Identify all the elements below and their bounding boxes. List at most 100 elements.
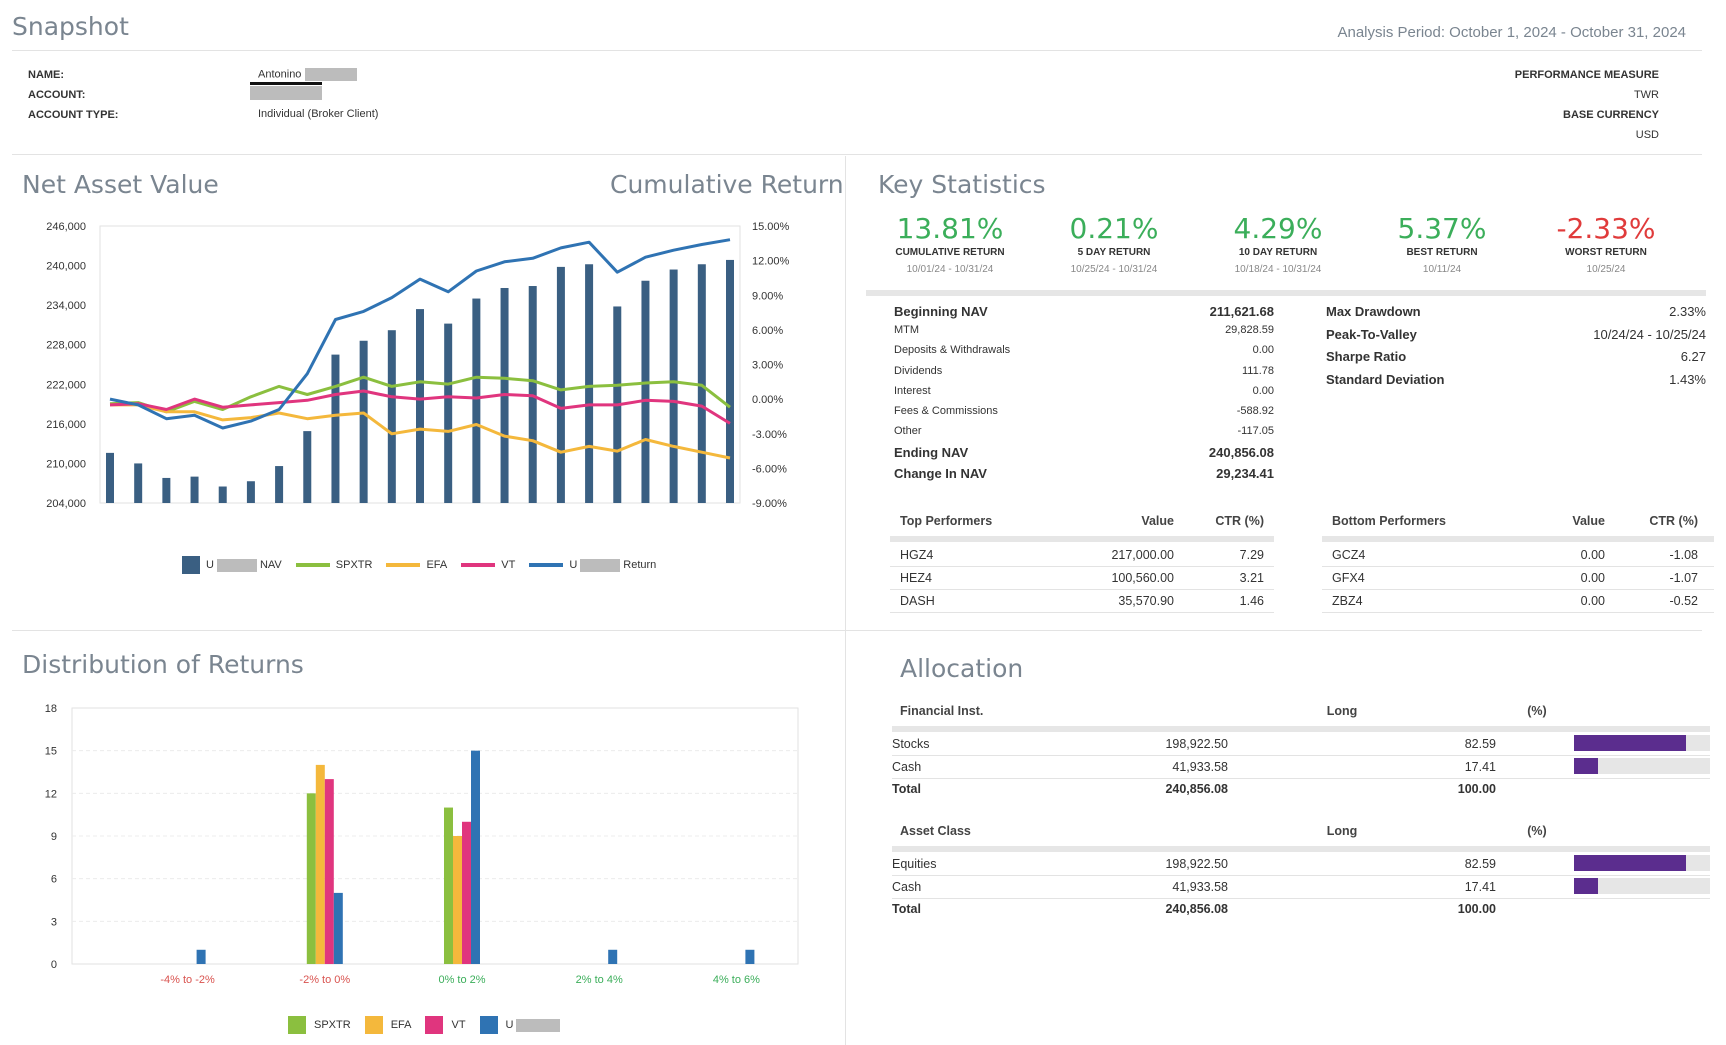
performers-cell: 0.00 xyxy=(1580,548,1605,562)
table-header-rule xyxy=(892,846,1710,852)
allocation-row-long: 198,922.50 xyxy=(1165,857,1228,871)
legend-label-suffix: Return xyxy=(623,559,657,571)
account-type-label: ACCOUNT TYPE: xyxy=(28,109,119,121)
dist-bar xyxy=(608,949,618,964)
nav-bar xyxy=(472,298,481,503)
nav-legend-item: U NAV xyxy=(182,556,282,574)
nav-bar xyxy=(134,463,143,503)
nav-row-value: -117.05 xyxy=(1237,425,1275,438)
redacted-block xyxy=(216,558,257,572)
legend-swatch xyxy=(364,1016,383,1034)
allocation-bar-track xyxy=(1574,878,1710,894)
nav-y-left-tick: 204,000 xyxy=(46,498,86,510)
stat-tile: 5.37% BEST RETURN 10/11/24 xyxy=(1360,212,1524,275)
stat-tile: -2.33% WORST RETURN 10/25/24 xyxy=(1524,212,1688,275)
legend-swatch xyxy=(288,1016,306,1034)
allocation-asset-class-table: Asset Class Long (%) Equities 198,922.50 82.5… xyxy=(892,824,1712,924)
row-divider xyxy=(892,875,1710,876)
allocation-bar-fill xyxy=(1574,855,1687,871)
legend-label: SPXTR xyxy=(335,559,373,571)
performers-cell: 217,000.00 xyxy=(1111,548,1174,562)
performers-header: Bottom Performers xyxy=(1332,514,1446,528)
nav-bar xyxy=(162,477,171,503)
performers-header: Value xyxy=(1141,514,1174,528)
nav-row-value: 240,856.08 xyxy=(1208,445,1274,461)
nav-bar xyxy=(387,330,396,503)
nav-row-value: 0.00 xyxy=(1252,344,1274,357)
nav-y-right-tick: 15.00% xyxy=(752,221,790,233)
stat-value: 4.29% xyxy=(1233,212,1323,245)
dist-y-tick: 12 xyxy=(45,788,57,800)
nav-y-left-tick: 246,000 xyxy=(46,221,86,233)
nav-y-right-tick: -9.00% xyxy=(752,498,787,510)
nav-bar xyxy=(190,476,199,503)
allocation-financial-table: Financial Inst. Long (%) Stocks 198,922.50 82… xyxy=(892,704,1712,804)
legend-label: U xyxy=(505,1019,514,1031)
allocation-header: Asset Class xyxy=(900,824,971,838)
table-header-rule xyxy=(892,726,1710,732)
nav-legend-item: EFA xyxy=(386,559,447,571)
nav-y-left-tick: 234,000 xyxy=(46,300,86,312)
allocation-row-pct: 17.41 xyxy=(1464,760,1496,774)
performers-cell: -1.07 xyxy=(1669,571,1699,585)
cumulative-return-title: Cumulative Return xyxy=(610,170,844,199)
risk-row-value: 2.33% xyxy=(1669,304,1706,319)
allocation-row-long: 198,922.50 xyxy=(1165,737,1228,751)
base-currency-value: USD xyxy=(1635,129,1659,141)
dist-legend-item: U xyxy=(479,1016,560,1034)
name-label: NAME: xyxy=(28,69,65,81)
performers-cell: GFX4 xyxy=(1332,571,1365,585)
nav-row-label: MTM xyxy=(894,324,920,337)
nav-row-value: 211,621.68 xyxy=(1209,304,1274,319)
legend-label: VT xyxy=(451,1019,466,1031)
stat-date: 10/25/24 xyxy=(1586,264,1626,275)
allocation-bar-fill xyxy=(1574,735,1687,751)
allocation-header: Long xyxy=(1326,824,1358,838)
performers-header: Value xyxy=(1572,514,1605,528)
nav-y-left-tick: 210,000 xyxy=(46,458,86,470)
allocation-total-label: Total xyxy=(892,902,921,916)
nav-y-right-tick: 0.00% xyxy=(752,394,783,406)
stat-date: 10/01/24 - 10/31/24 xyxy=(906,264,994,275)
nav-y-right-tick: 6.00% xyxy=(752,325,783,337)
nav-row-value: 0.00 xyxy=(1252,384,1274,397)
nav-series-line xyxy=(109,238,731,430)
performers-cell: GCZ4 xyxy=(1332,548,1366,562)
stat-value: 0.21% xyxy=(1069,212,1159,245)
nav-legend-item: VT xyxy=(461,559,515,571)
nav-y-right-tick: -6.00% xyxy=(752,463,787,475)
nav-bar xyxy=(275,466,284,503)
row-divider xyxy=(890,612,1274,613)
row-divider xyxy=(890,566,1274,567)
nav-bar xyxy=(556,266,565,503)
dist-y-tick: 9 xyxy=(51,831,57,843)
allocation-header: Long xyxy=(1326,704,1358,718)
allocation-header: Financial Inst. xyxy=(900,704,984,718)
name-value: Antonino xyxy=(258,68,357,81)
row-divider xyxy=(892,898,1710,899)
stat-date: 10/18/24 - 10/31/24 xyxy=(1234,264,1322,275)
stat-label: WORST RETURN xyxy=(1565,247,1647,258)
nav-bar xyxy=(641,280,650,503)
performers-cell: DASH xyxy=(900,594,935,608)
legend-swatch xyxy=(461,563,496,567)
legend-label-suffix: NAV xyxy=(259,559,282,571)
legend-label: U xyxy=(206,559,214,571)
nav-row-label: Fees & Commissions xyxy=(894,405,998,417)
performance-measure-value: TWR xyxy=(1633,89,1659,101)
stat-label: BEST RETURN xyxy=(1406,247,1478,258)
row-divider xyxy=(890,589,1274,590)
risk-stats: Max Drawdown 2.33% Peak-To-Valley 10/24/24 … xyxy=(1326,304,1706,414)
allocation-row-pct: 17.41 xyxy=(1464,880,1496,894)
performers-cell: HGZ4 xyxy=(900,548,934,562)
dist-bar xyxy=(196,949,206,964)
nav-bar xyxy=(246,481,255,503)
row-divider xyxy=(1322,612,1714,613)
stat-tiles: 13.81% CUMULATIVE RETURN 10/01/24 - 10/31/… xyxy=(868,212,1688,287)
allocation-row-pct: 82.59 xyxy=(1464,857,1496,871)
nav-y-left-tick: 216,000 xyxy=(46,419,86,431)
nav-bar xyxy=(303,431,312,503)
account-label: ACCOUNT: xyxy=(28,89,86,101)
performers-cell: 7.29 xyxy=(1239,548,1264,562)
nav-legend-item: SPXTR xyxy=(295,559,373,571)
